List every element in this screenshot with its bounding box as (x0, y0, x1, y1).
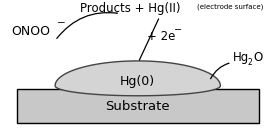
Text: ONOO: ONOO (11, 25, 50, 38)
Polygon shape (55, 61, 220, 96)
Text: Products + Hg(II): Products + Hg(II) (80, 2, 180, 15)
Text: Hg: Hg (233, 51, 249, 64)
Text: 2: 2 (247, 58, 252, 67)
FancyArrowPatch shape (139, 19, 158, 60)
Ellipse shape (55, 61, 220, 111)
Bar (17, 89, 259, 123)
FancyArrowPatch shape (57, 13, 117, 38)
Text: O: O (253, 51, 263, 64)
Text: −: − (57, 18, 66, 28)
Text: Substrate: Substrate (106, 100, 170, 113)
Text: (electrode surface): (electrode surface) (197, 4, 263, 10)
FancyArrowPatch shape (211, 63, 229, 79)
Text: Hg(0): Hg(0) (120, 75, 155, 88)
Text: + 2e: + 2e (147, 30, 176, 43)
Text: −: − (174, 25, 182, 35)
